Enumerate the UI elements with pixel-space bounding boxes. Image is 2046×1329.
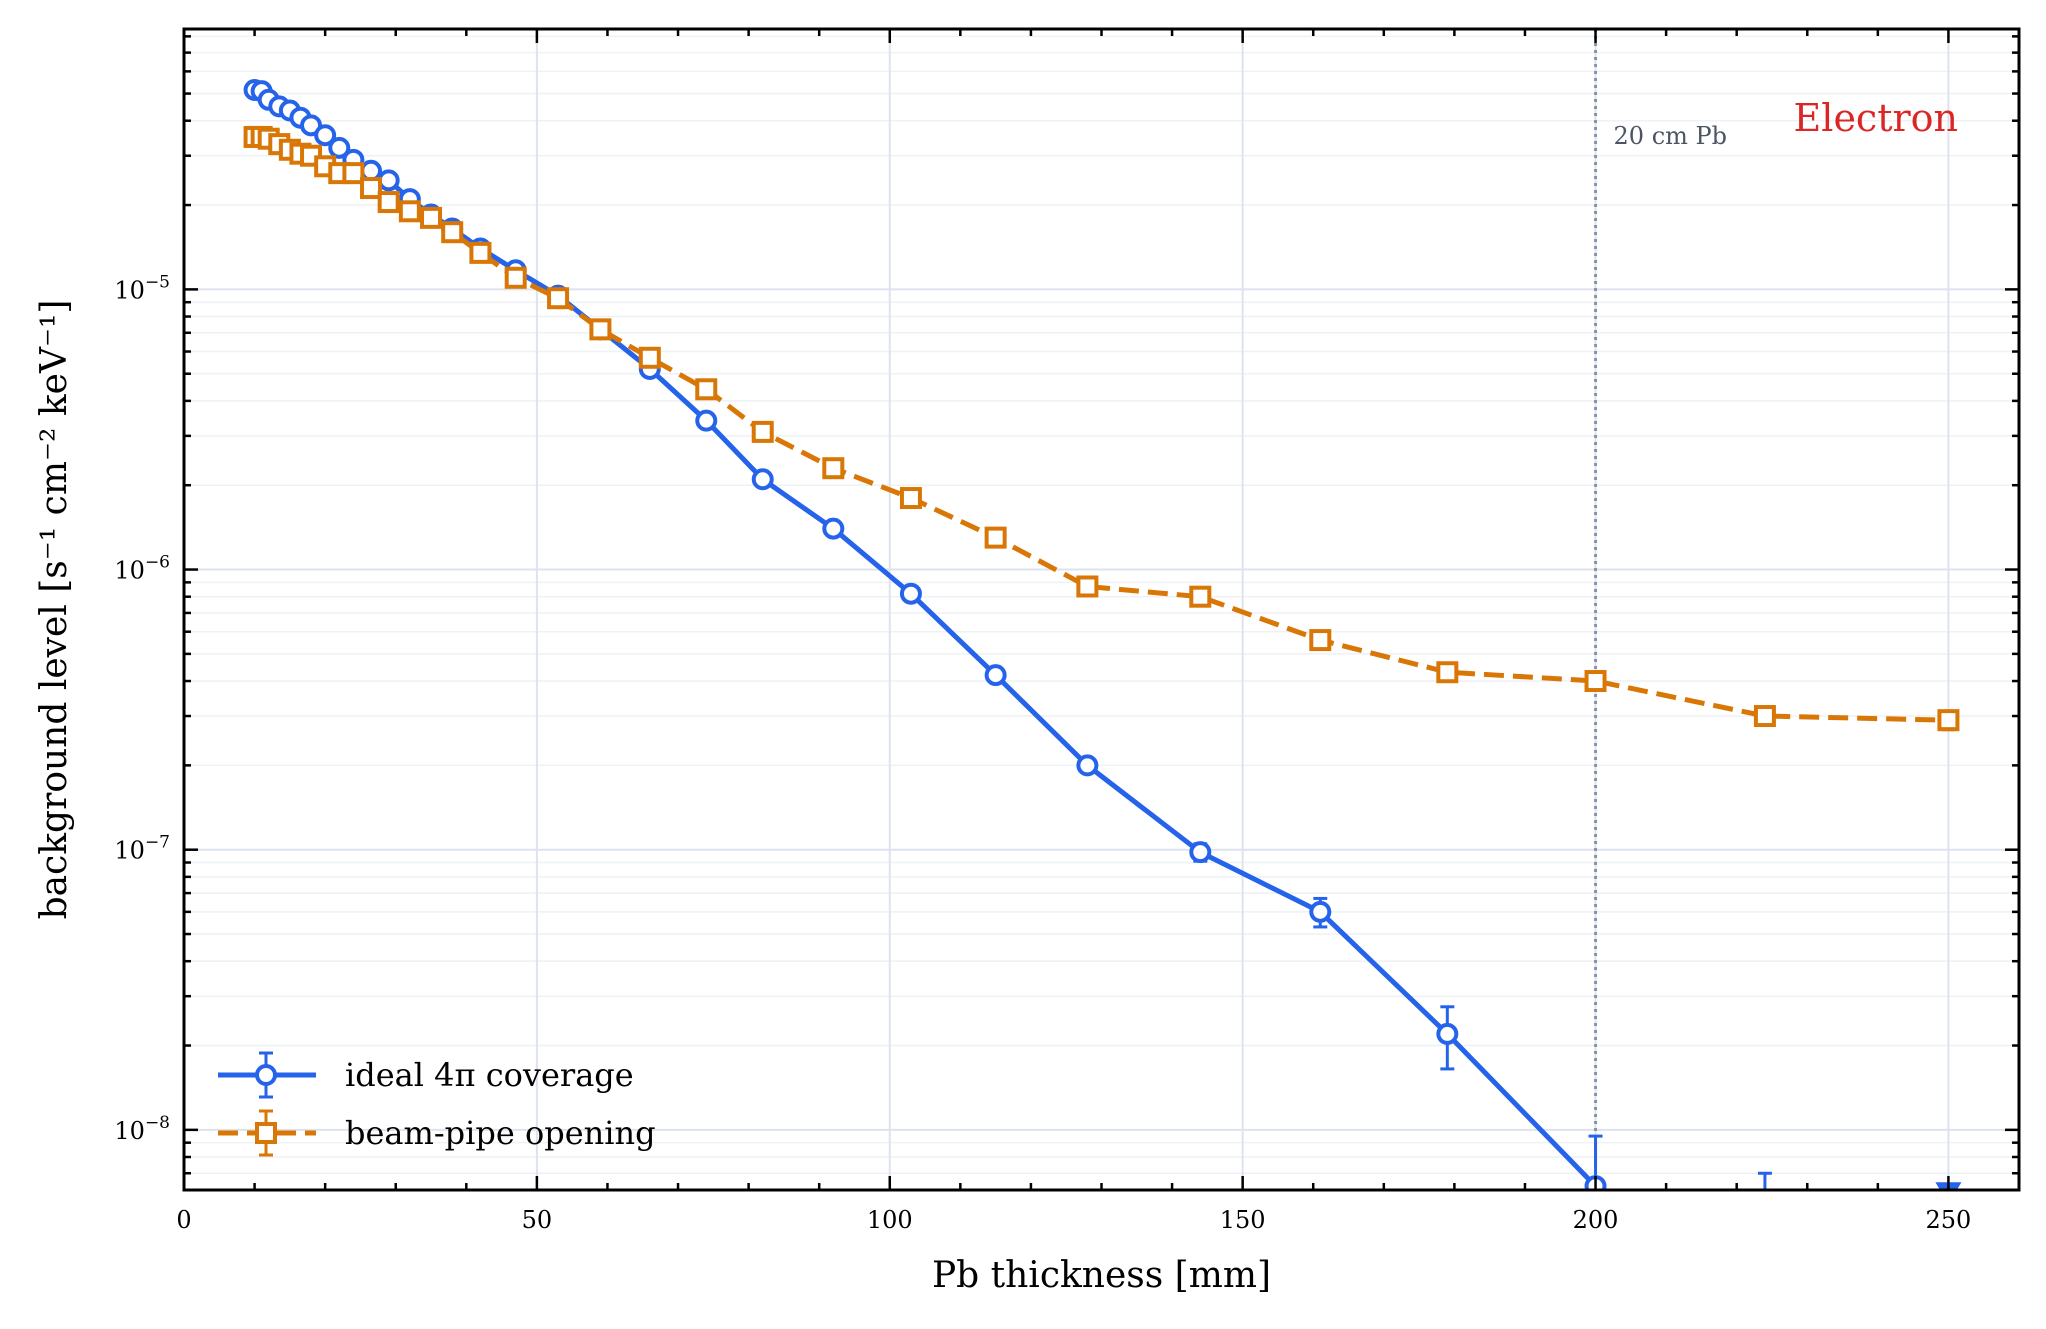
x-tick-label: 100 — [867, 1206, 913, 1234]
data-point — [1076, 575, 1099, 598]
axes-frame — [182, 27, 2021, 1192]
data-point — [1937, 709, 1960, 732]
data-point — [822, 517, 845, 540]
x-tick-label: 200 — [1573, 1206, 1619, 1234]
legend-item-beampipe: beam-pipe opening — [218, 1109, 656, 1157]
x-tick-label: 50 — [522, 1206, 553, 1234]
grid — [184, 29, 2019, 1190]
particle-annotation: Electron — [1794, 96, 1958, 140]
data-point — [398, 200, 421, 223]
legend-symbol-beampipe — [218, 1109, 316, 1157]
legend-label-ideal: ideal 4π coverage — [345, 1056, 634, 1094]
axes-border — [182, 27, 2021, 1192]
legend-item-ideal: ideal 4π coverage — [218, 1051, 634, 1099]
series-line — [254, 134, 1949, 723]
data-point — [751, 420, 774, 443]
x-tick-label: 150 — [1220, 1206, 1266, 1234]
data-point — [328, 136, 351, 159]
data-point — [342, 162, 365, 185]
data-point — [695, 409, 718, 432]
data-point — [984, 526, 1007, 549]
data-point — [822, 457, 845, 480]
data-point — [300, 114, 323, 137]
data-point — [1584, 670, 1607, 693]
data-point — [547, 287, 570, 310]
data-point — [1189, 841, 1212, 864]
data-point — [1076, 754, 1099, 777]
data-point — [1436, 1022, 1459, 1045]
data-point — [314, 124, 337, 147]
axis-ticks: 0 50 100 150 200 250 10−8 10−7 10−6 10−5 — [114, 29, 2021, 1234]
legend-marker — [255, 1122, 277, 1144]
data-point — [1309, 629, 1332, 652]
legend: ideal 4π coverage beam-pipe opening — [218, 1051, 656, 1157]
data-point — [360, 177, 383, 200]
data-point — [984, 664, 1007, 687]
data-point — [377, 191, 400, 214]
series-beampipe — [243, 125, 1960, 732]
data-point — [1309, 900, 1332, 923]
y-tick-label: 10−7 — [114, 833, 170, 865]
y-tick-label: 10−5 — [114, 272, 170, 304]
data-point — [420, 206, 443, 229]
data-point — [504, 266, 527, 289]
data-point — [751, 468, 774, 491]
data-point — [441, 221, 464, 244]
y-tick-label: 10−8 — [114, 1113, 170, 1145]
legend-marker — [255, 1064, 277, 1086]
x-axis-title: Pb thickness [mm] — [932, 1255, 1271, 1296]
y-axis-title: background level [s⁻¹ cm⁻² keV⁻¹] — [34, 300, 75, 920]
data-point — [469, 241, 492, 264]
legend-label-beampipe: beam-pipe opening — [345, 1114, 656, 1152]
data-point — [1436, 661, 1459, 684]
data-point — [695, 378, 718, 401]
data-point — [589, 318, 612, 341]
data-point — [1189, 585, 1212, 608]
data-point — [1753, 705, 1776, 728]
data-point — [638, 346, 661, 369]
x-tick-label: 0 — [176, 1206, 191, 1234]
data-point — [377, 169, 400, 192]
legend-symbol-ideal — [218, 1051, 316, 1099]
x-tick-label: 250 — [1926, 1206, 1972, 1234]
data-point — [899, 582, 922, 605]
data-point — [899, 487, 922, 510]
y-tick-label: 10−6 — [114, 553, 170, 585]
plot-area — [243, 78, 1962, 1190]
reference-line-label: 20 cm Pb — [1614, 122, 1728, 150]
